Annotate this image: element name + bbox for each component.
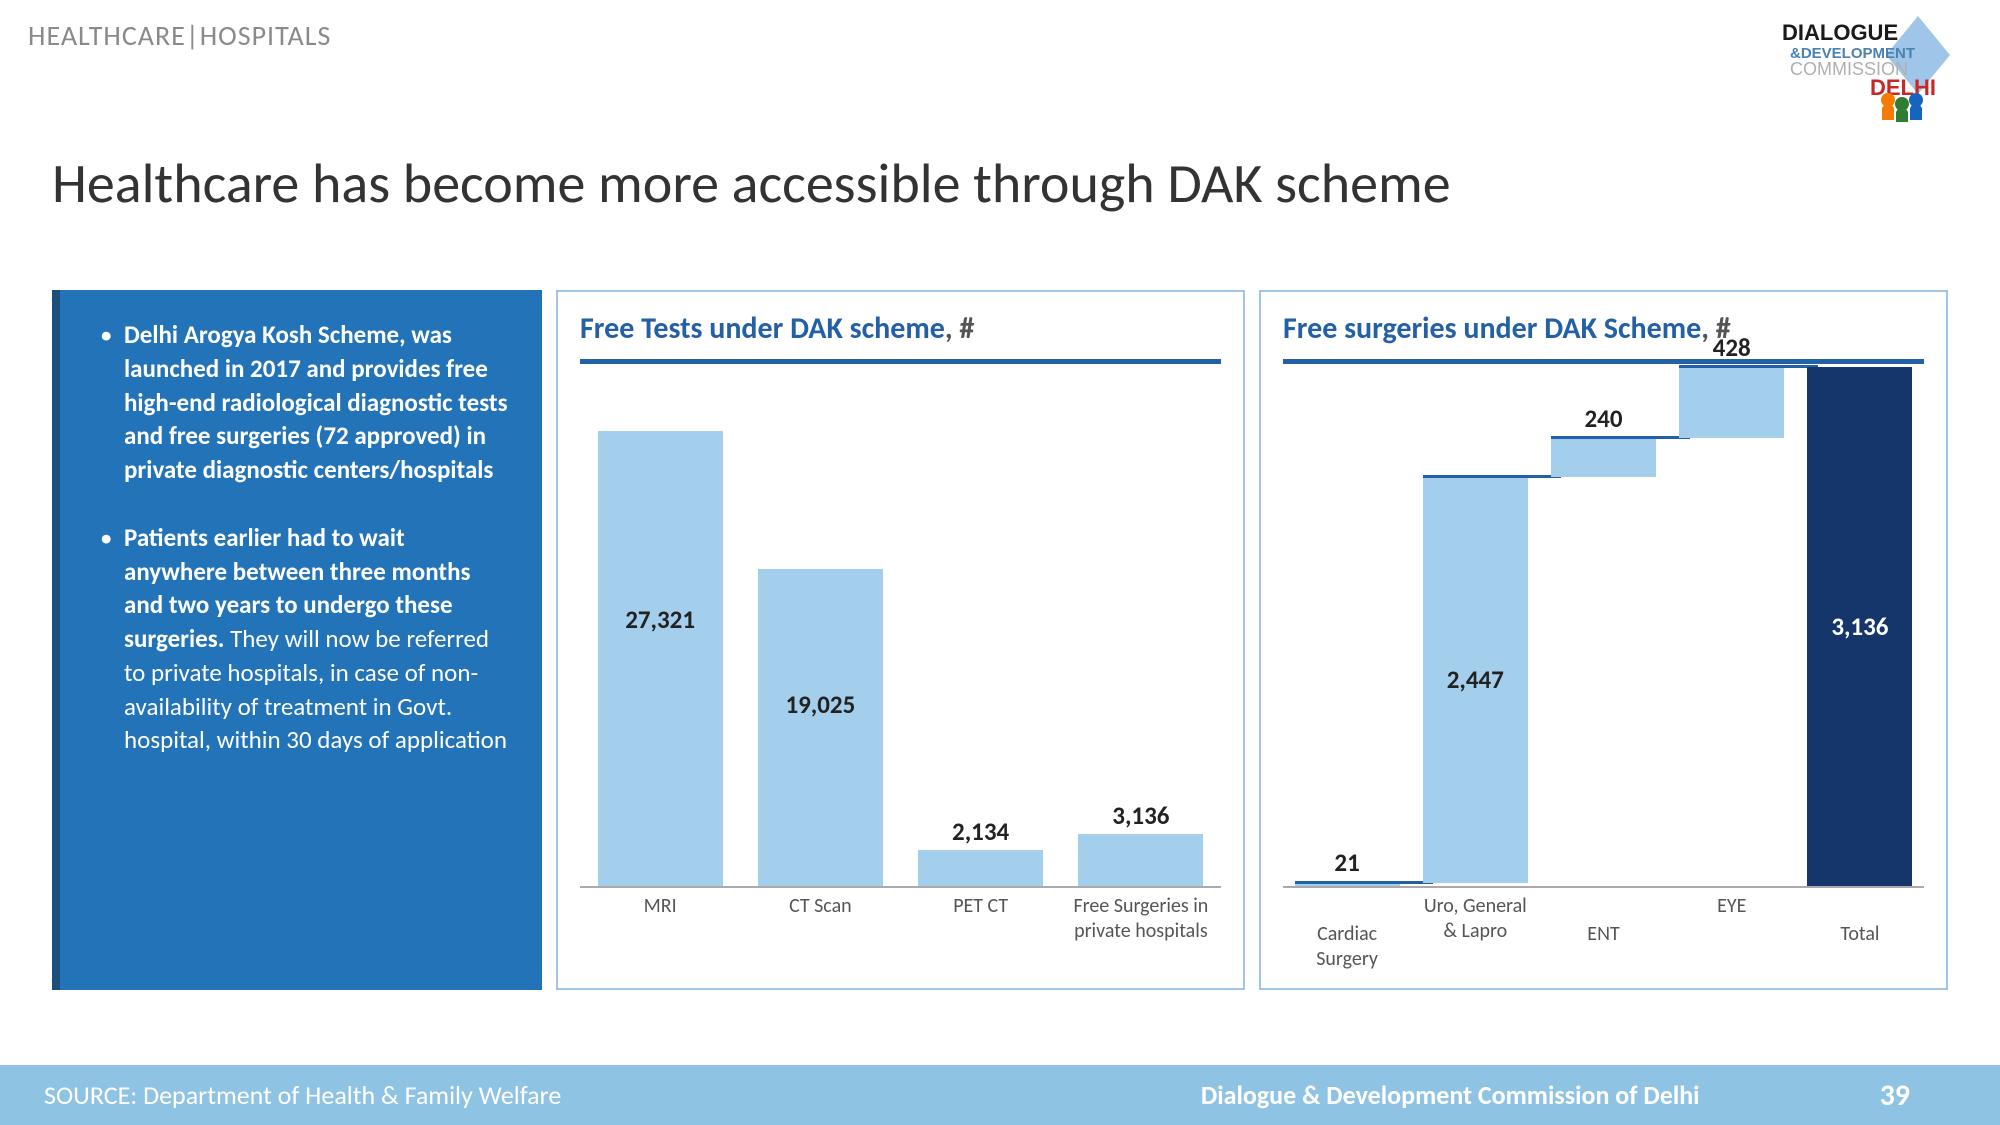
x-axis-label: Uro, General & Lapro xyxy=(1411,894,1539,976)
waterfall-value-label: 2,447 xyxy=(1447,664,1504,695)
bar-col: 3,136 xyxy=(1061,834,1221,886)
chart-free-tests: Free Tests under DAK scheme, # 27,321 19,… xyxy=(556,290,1245,990)
bar-col: 27,321 xyxy=(580,431,740,886)
x-axis-label: ENT xyxy=(1539,894,1667,976)
waterfall-bar xyxy=(1551,438,1656,478)
content-row: Delhi Arogya Kosh Scheme, was launched i… xyxy=(52,290,1948,990)
bar: 27,321 xyxy=(598,431,723,886)
waterfall-value-label: 3,136 xyxy=(1831,611,1888,642)
footer-source: SOURCE: Department of Health & Family We… xyxy=(0,1079,1201,1111)
chart-title-right: Free surgeries under DAK Scheme, # xyxy=(1283,310,1924,355)
waterfall-bar xyxy=(1679,367,1784,438)
x-axis-label: Total xyxy=(1796,894,1924,976)
x-axis-label: PET CT xyxy=(901,894,1061,976)
x-axis-label: EYE xyxy=(1668,894,1796,976)
footer-bar: SOURCE: Department of Health & Family We… xyxy=(0,1065,2000,1125)
bar-x-labels: MRICT ScanPET CTFree Surgeries in privat… xyxy=(580,894,1221,976)
x-axis-label: MRI xyxy=(580,894,740,976)
waterfall-chart-area: 212,4472404283,136 xyxy=(1283,372,1924,888)
logo-text-4: DELHI xyxy=(1870,75,1936,100)
logo-text-1: DIALOGUE xyxy=(1782,20,1898,45)
bar-value-label: 3,136 xyxy=(1078,800,1203,831)
bar-value-label: 19,025 xyxy=(758,689,883,720)
waterfall-connector xyxy=(1679,365,1818,368)
waterfall-value-label: 21 xyxy=(1295,847,1400,878)
chart-underline xyxy=(580,359,1221,364)
waterfall-connector xyxy=(1295,881,1434,884)
x-axis-label: Free Surgeries in private hospitals xyxy=(1061,894,1221,976)
waterfall-value-label: 240 xyxy=(1551,403,1656,434)
info-panel: Delhi Arogya Kosh Scheme, was launched i… xyxy=(52,290,542,990)
bar-chart-area: 27,321 19,025 2,134 3,136 xyxy=(580,372,1221,888)
footer-page: 39 xyxy=(1880,1077,2000,1114)
footer-org: Dialogue & Development Commission of Del… xyxy=(1201,1079,1880,1111)
waterfall-connector xyxy=(1423,475,1562,478)
waterfall-bar: 2,447 xyxy=(1423,477,1528,882)
bar: 19,025 xyxy=(758,569,883,886)
bar-col: 2,134 xyxy=(901,850,1061,886)
x-axis-label: Cardiac Surgery xyxy=(1283,894,1411,976)
chart-free-surgeries: Free surgeries under DAK Scheme, # 21 2,4… xyxy=(1259,290,1948,990)
waterfall-total-bar: 3,136 xyxy=(1807,367,1912,886)
info-bullet-2: Patients earlier had to wait anywhere be… xyxy=(100,521,512,757)
waterfall-value-label: 428 xyxy=(1679,332,1784,363)
org-logo: DIALOGUE &DEVELOPMENT COMMISSION DELHI xyxy=(1770,10,1950,130)
bar-col: 19,025 xyxy=(740,569,900,886)
page-title: Healthcare has become more accessible th… xyxy=(52,150,1451,218)
chart-underline xyxy=(1283,359,1924,364)
bar-value-label: 27,321 xyxy=(598,604,723,635)
breadcrumb: HEALTHCARE|HOSPITALS xyxy=(28,18,331,53)
waterfall-x-labels: Cardiac SurgeryUro, General & LaproENTEY… xyxy=(1283,894,1924,976)
info-bullet-1: Delhi Arogya Kosh Scheme, was launched i… xyxy=(100,318,512,487)
x-axis-label: CT Scan xyxy=(740,894,900,976)
chart-title-left: Free Tests under DAK scheme, # xyxy=(580,310,1221,355)
bar-value-label: 2,134 xyxy=(918,816,1043,847)
bar: 2,134 xyxy=(918,850,1043,886)
bar: 3,136 xyxy=(1078,834,1203,886)
waterfall-connector xyxy=(1551,436,1690,439)
